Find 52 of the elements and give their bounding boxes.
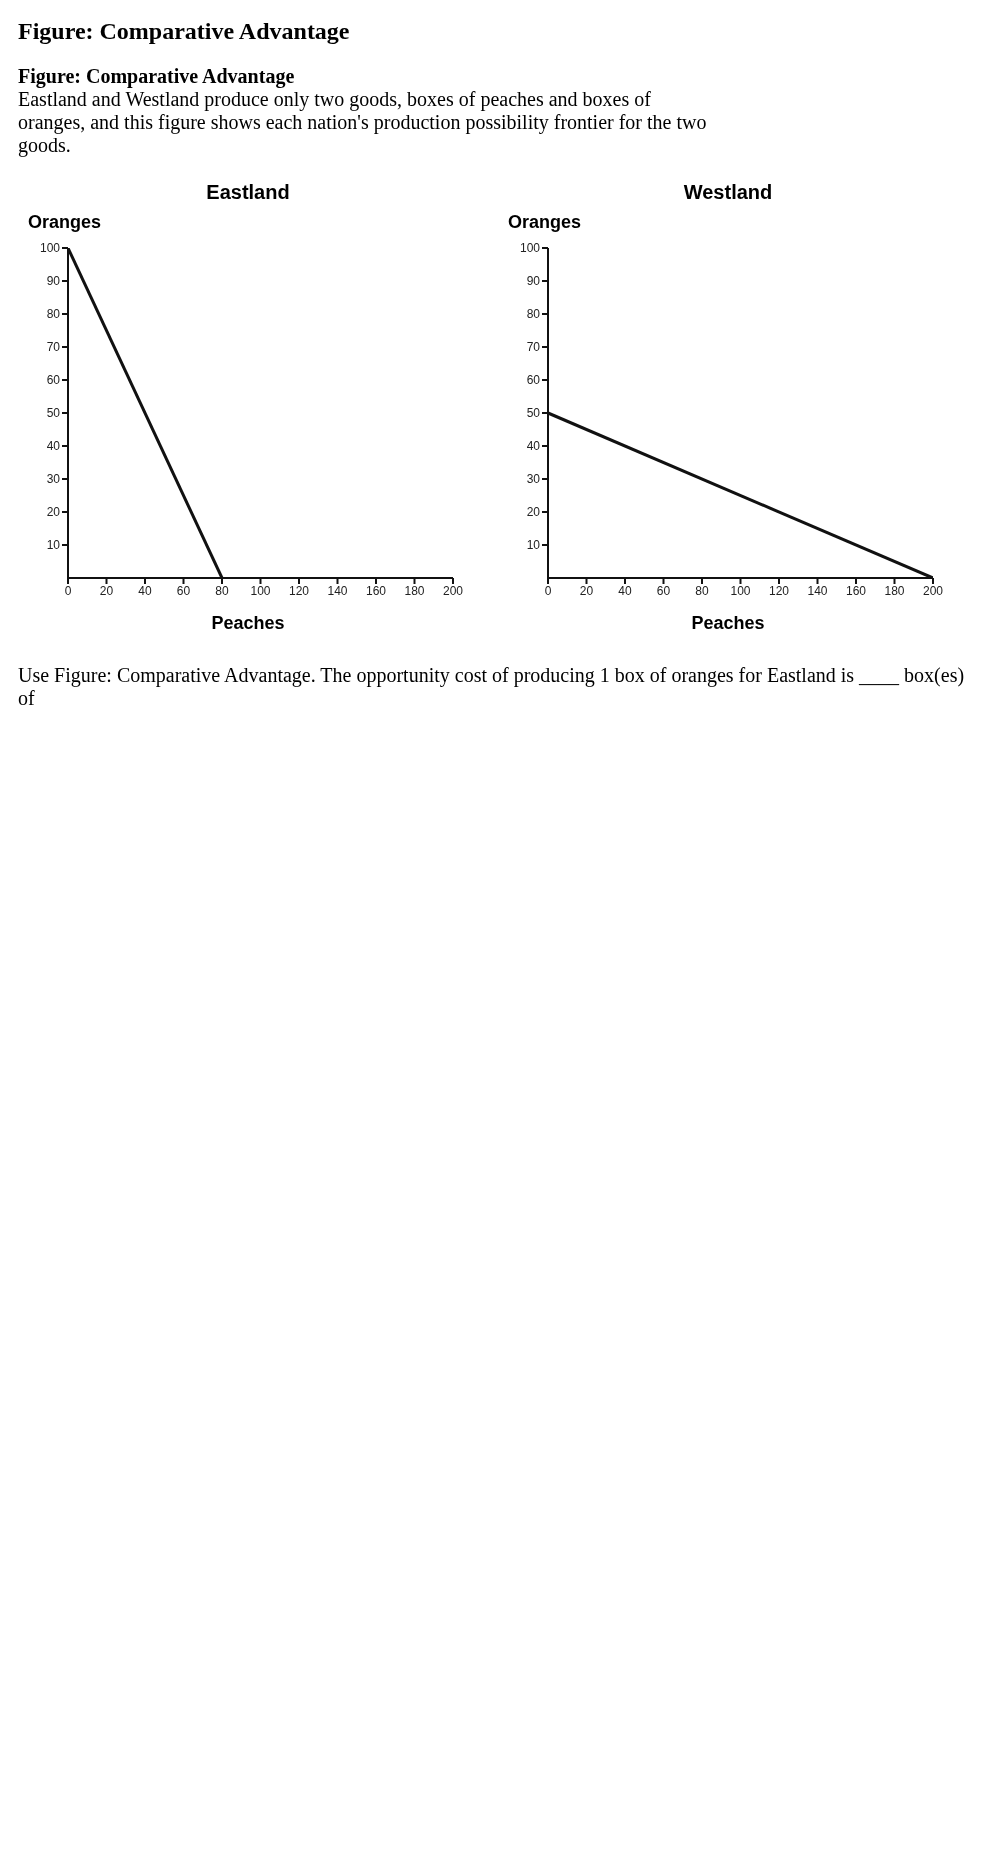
y-tick-label: 100 [39,241,61,256]
y-tick-label: 10 [526,538,541,553]
y-tick-label: 80 [46,307,61,322]
text: Figure: Comparative Advantage [18,18,351,45]
y-tick-label: 80 [526,307,541,322]
y-axis-title: Oranges [28,212,103,233]
x-tick-label: 160 [845,583,867,598]
x-tick-label: 120 [768,583,790,598]
x-tick-label: 120 [288,583,310,598]
x-axis-title: Peaches [210,613,286,634]
y-tick-label: 70 [526,340,541,355]
y-tick-label: 10 [46,538,61,553]
x-tick-label: 180 [404,583,425,598]
y-tick-label: 50 [46,406,61,421]
x-tick-label: 140 [807,583,828,598]
text: Use Figure: Comparative Advantage. The opportunity cost of producing 1 box of oranges for Eastland is ____ box(es) of [18,664,966,710]
y-tick-label: 90 [46,274,61,289]
x-tick-label: 0 [544,583,552,598]
y-tick-label: 60 [46,373,61,388]
x-tick-label: 40 [618,583,632,598]
x-tick-label: 0 [64,583,72,598]
y-tick-label: 30 [526,472,541,487]
y-tick-label: 40 [46,439,61,454]
x-tick-label: 100 [730,583,751,598]
x-tick-label: 60 [176,583,191,598]
x-tick-label: 180 [884,583,905,598]
x-tick-label: 80 [695,583,709,598]
x-tick-label: 160 [365,583,387,598]
x-tick-label: 20 [99,583,114,598]
x-tick-label: 60 [656,583,671,598]
x-tick-label: 200 [442,583,464,598]
chart-title: Westland [682,181,774,204]
x-tick-label: 200 [922,583,944,598]
text: Eastland and Westland produce only two goods, boxes of peaches and boxes of oranges, and this figure shows each nation's production possibility frontier for the two goods. [18,88,708,157]
x-tick-label: 80 [215,583,229,598]
y-tick-label: 50 [526,406,541,421]
y-tick-label: 30 [46,472,61,487]
chart-title: Eastland [205,181,291,204]
y-axis-title: Oranges [508,212,583,233]
x-tick-label: 100 [250,583,271,598]
y-tick-label: 40 [526,439,541,454]
x-tick-label: 40 [138,583,152,598]
y-tick-label: 60 [526,373,541,388]
y-tick-label: 100 [519,241,541,256]
y-tick-label: 70 [46,340,61,355]
y-tick-label: 90 [526,274,541,289]
y-tick-label: 20 [46,505,61,520]
y-tick-label: 20 [526,505,541,520]
x-axis-title: Peaches [690,613,766,634]
x-tick-label: 20 [579,583,594,598]
text: Figure: Comparative Advantage [18,65,296,88]
x-tick-label: 140 [327,583,348,598]
